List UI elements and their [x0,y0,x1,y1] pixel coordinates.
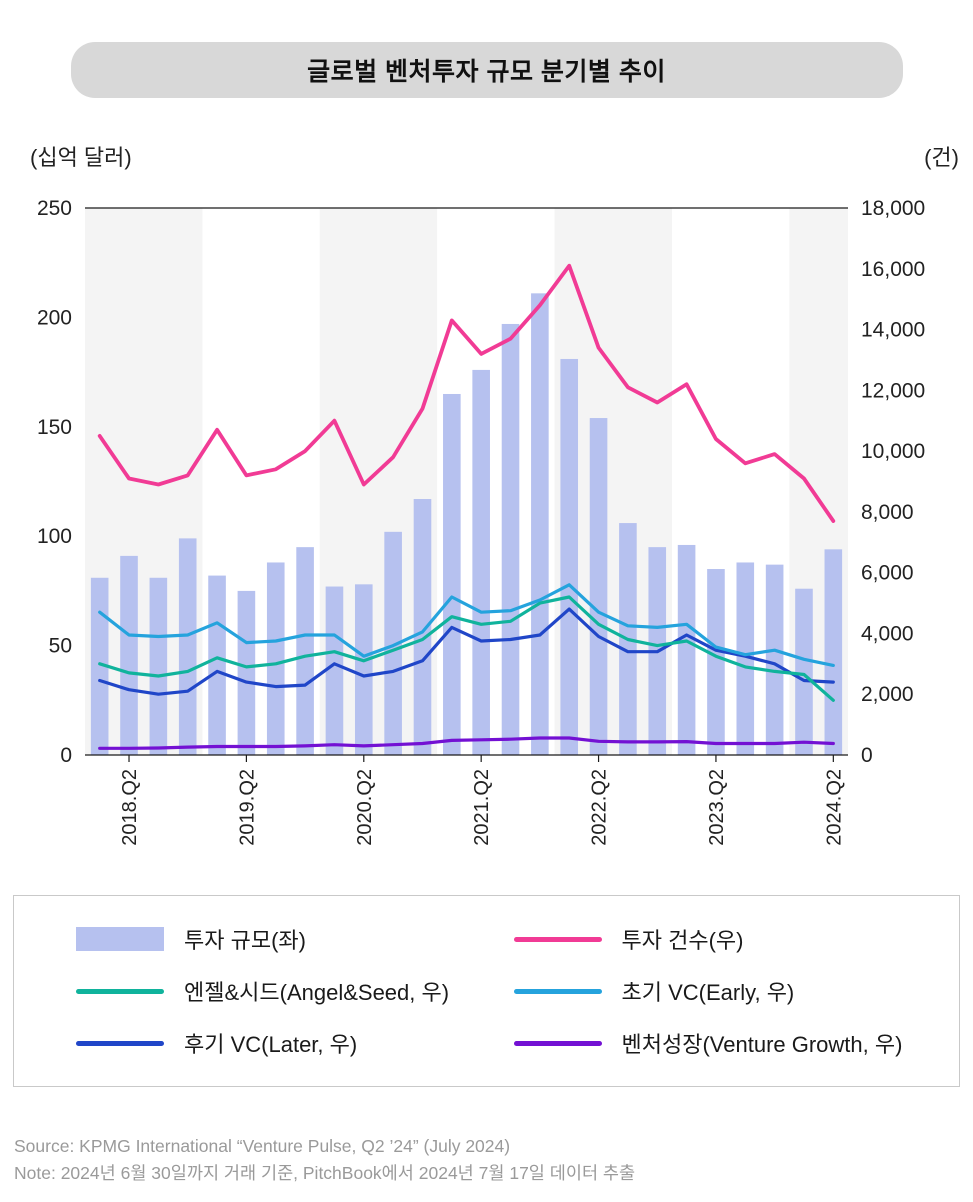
legend-item-venture-growth: 벤처성장(Venture Growth, 우) [513,1027,952,1059]
right-tick-8000: 8,000 [861,501,914,524]
bar-2020.Q4 [413,499,432,755]
bar-2019.Q4 [296,547,314,755]
axis-units-row: (십억 달러) (건) [0,140,973,172]
legend-item-invest-amount: 투자 규모(좌) [76,923,514,955]
legend: 투자 규모(좌) 투자 건수(우) 엔젤&시드(Angel&Seed, 우) 초… [13,895,960,1087]
line-venture-growth [98,736,835,750]
bar-2018.Q3 [149,577,168,755]
bar-2020.Q3 [384,531,402,755]
combo-chart: 0 50 100 150 200 250 0 2,000 4,000 6,000 8,000 10,0… [0,178,973,873]
x-tick-2018.Q2: 2018.Q2 [119,769,141,846]
legend-label-invest-amount: 투자 규모(좌) [184,928,306,953]
bar-2023.Q2 [707,569,725,755]
bar-2018.Q1 [90,577,109,755]
chart-canvas: 0 50 100 150 200 250 0 2,000 4,000 6,000 8,000 10,0… [37,197,925,846]
legend-label-angel-seed: 엔젤&시드(Angel&Seed, 우) [184,980,450,1005]
bar-2021.Q4 [531,293,549,755]
right-tick-18000: 18,000 [861,197,925,220]
x-tick-2021.Q2: 2021.Q2 [471,769,493,846]
bar-2022.Q1 [560,358,579,755]
right-tick-10000: 10,000 [861,440,925,463]
bar-2019.Q2 [237,590,256,755]
right-axis-unit-label: (건) [924,145,959,170]
right-tick-12000: 12,000 [861,379,925,402]
bar-2023.Q1 [677,544,696,755]
left-tick-0: 0 [60,744,72,767]
right-tick-16000: 16,000 [861,258,925,281]
left-axis-unit-label: (십억 달러) [30,145,132,170]
x-tick-2023.Q2: 2023.Q2 [706,769,728,846]
bar-2019.Q1 [208,575,226,755]
legend-item-angel-seed: 엔젤&시드(Angel&Seed, 우) [76,975,514,1007]
bar-2019.Q3 [266,562,285,755]
note-line: Note: 2024년 6월 30일까지 거래 기준, PitchBook에서 … [14,1163,636,1184]
line-later-vc [98,607,835,696]
page-title: 글로벌 벤처투자 규모 분기별 추이 [70,42,903,98]
footnotes: Source: KPMG International “Venture Puls… [14,1133,973,1187]
bar-2020.Q1 [325,586,344,755]
bar-2020.Q2 [354,584,373,755]
bar-2023.Q4 [765,564,784,755]
right-tick-0: 0 [861,744,873,767]
left-tick-250: 250 [37,197,72,220]
legend-bar-swatch [76,927,164,951]
bar-2018.Q2 [120,555,138,755]
x-tick-2020.Q2: 2020.Q2 [354,769,376,846]
left-tick-150: 150 [37,416,72,439]
x-tick-2022.Q2: 2022.Q2 [589,769,611,846]
left-tick-50: 50 [49,635,72,658]
line-deal-count [97,263,836,523]
right-tick-4000: 4,000 [861,622,914,645]
legend-line-swatch-angel-seed [76,988,164,994]
legend-item-deal-count: 투자 건수(우) [513,923,952,955]
legend-label-venture-growth: 벤처성장(Venture Growth, 우) [621,1032,903,1057]
x-tick-2019.Q2: 2019.Q2 [236,769,258,846]
source-line: Source: KPMG International “Venture Puls… [14,1136,511,1156]
bar-2021.Q1 [443,393,461,755]
legend-line-swatch-deal-count [513,936,602,942]
right-tick-14000: 14,000 [861,319,925,342]
legend-label-early-vc: 초기 VC(Early, 우) [621,980,795,1005]
left-tick-200: 200 [37,306,72,329]
bar-2021.Q3 [501,323,520,755]
right-tick-6000: 6,000 [861,562,914,585]
line-angel-seed [98,595,835,702]
legend-label-later-vc: 후기 VC(Later, 우) [184,1032,358,1057]
legend-line-swatch-venture-growth [513,1040,602,1046]
bar-2018.Q4 [178,538,197,755]
legend-label-deal-count: 투자 건수(우) [621,928,744,953]
bar-2024.Q1 [795,588,813,755]
legend-item-early-vc: 초기 VC(Early, 우) [513,975,952,1007]
left-tick-100: 100 [37,525,72,548]
bar-2024.Q2 [824,549,843,755]
line-early-vc [98,583,835,667]
bar-2021.Q2 [472,369,490,755]
bar-2022.Q2 [589,418,608,755]
legend-line-swatch-early-vc [513,988,602,994]
bar-2023.Q3 [736,562,755,755]
legend-line-swatch-later-vc [76,1040,164,1046]
right-tick-2000: 2,000 [861,683,914,706]
legend-item-later-vc: 후기 VC(Later, 우) [76,1027,514,1059]
x-tick-2024.Q2: 2024.Q2 [823,769,845,846]
